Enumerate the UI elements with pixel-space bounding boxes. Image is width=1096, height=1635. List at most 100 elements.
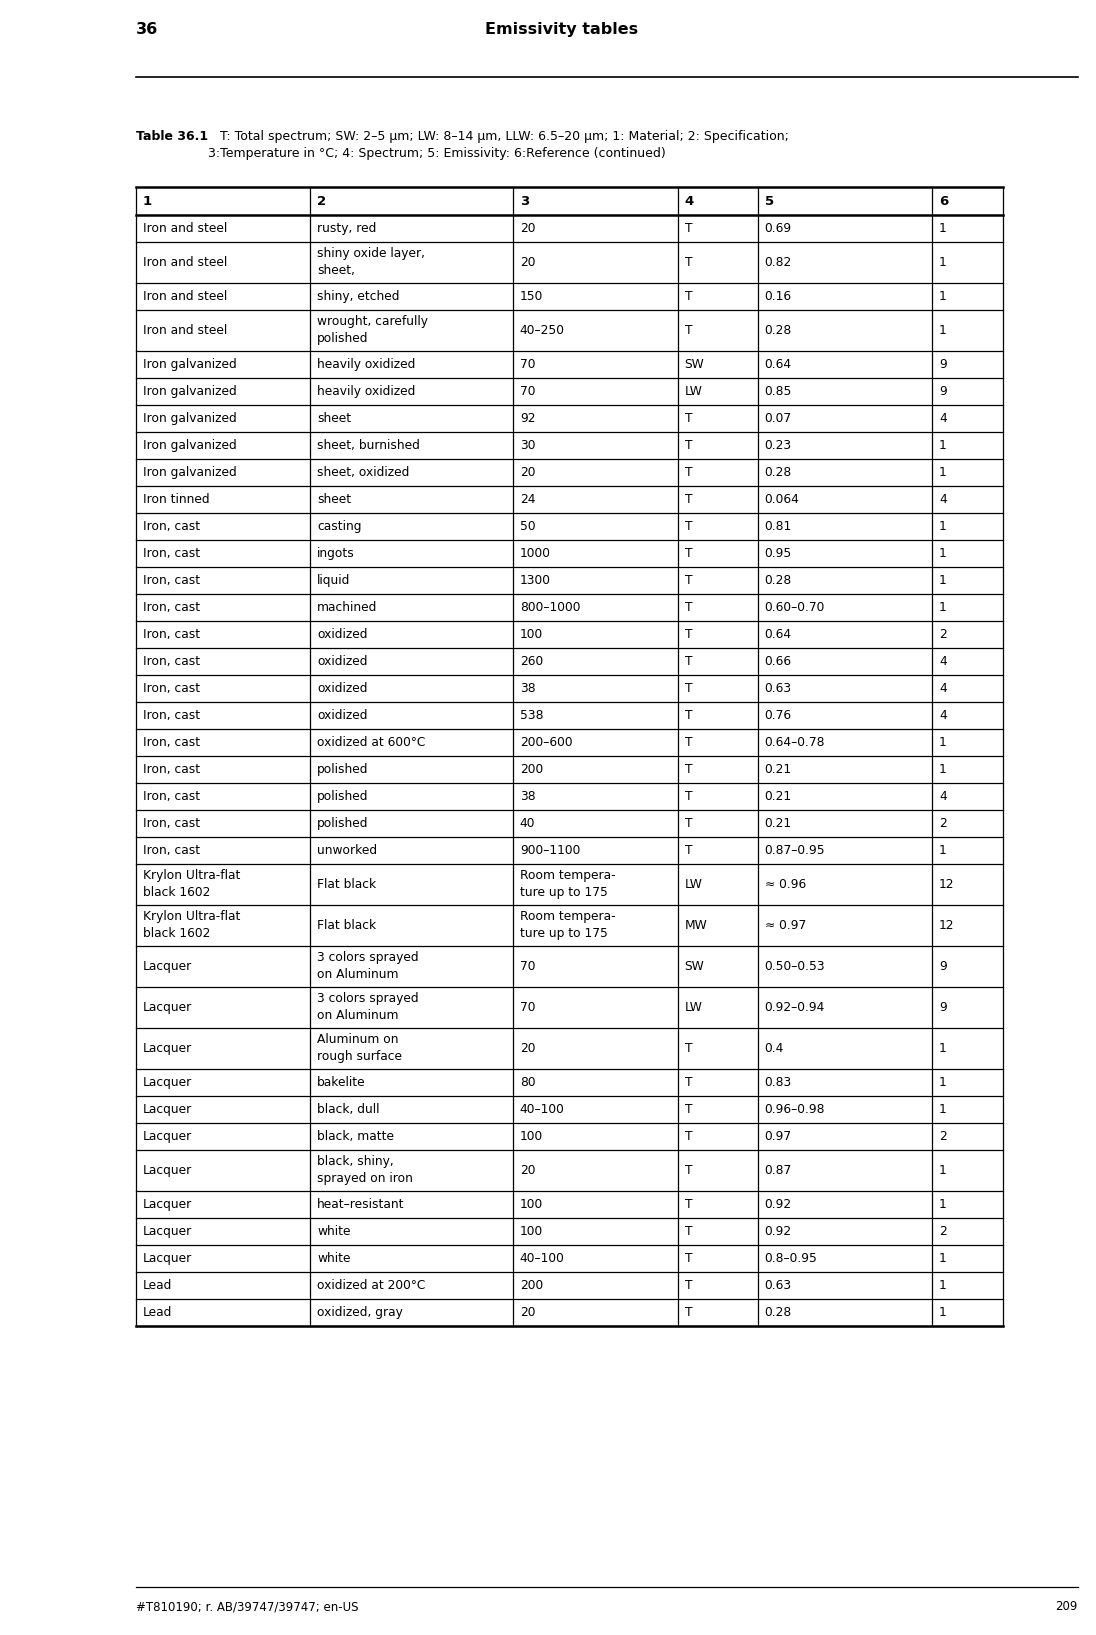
Text: 40–250: 40–250 (520, 324, 564, 337)
Text: 40–100: 40–100 (520, 1104, 564, 1117)
Text: 900–1100: 900–1100 (520, 844, 580, 857)
Text: 1: 1 (939, 520, 947, 533)
Text: 1: 1 (142, 195, 152, 208)
Text: Lacquer: Lacquer (142, 1164, 192, 1177)
Text: Lacquer: Lacquer (142, 1198, 192, 1212)
Text: Iron, cast: Iron, cast (142, 548, 201, 561)
Text: 0.21: 0.21 (765, 790, 791, 803)
Text: 0.4: 0.4 (765, 1041, 784, 1055)
Text: Lacquer: Lacquer (142, 1104, 192, 1117)
Text: T: T (685, 574, 693, 587)
Text: 0.28: 0.28 (765, 324, 792, 337)
Text: 6: 6 (939, 195, 948, 208)
Text: Lead: Lead (142, 1306, 172, 1319)
Text: T: T (685, 1104, 693, 1117)
Text: 0.60–0.70: 0.60–0.70 (765, 602, 825, 615)
Text: 0.85: 0.85 (765, 384, 792, 397)
Text: T: T (685, 736, 693, 749)
Text: 1: 1 (939, 1306, 947, 1319)
Text: 0.81: 0.81 (765, 520, 792, 533)
Text: oxidized: oxidized (317, 682, 368, 695)
Text: heavily oxidized: heavily oxidized (317, 384, 415, 397)
Text: Lacquer: Lacquer (142, 1225, 192, 1238)
Text: ingots: ingots (317, 548, 355, 561)
Text: Emissivity tables: Emissivity tables (484, 21, 638, 38)
Text: 0.76: 0.76 (765, 710, 791, 723)
Text: 2: 2 (317, 195, 327, 208)
Text: oxidized: oxidized (317, 710, 368, 723)
Text: T: T (685, 764, 693, 777)
Text: T: T (685, 710, 693, 723)
Text: Iron, cast: Iron, cast (142, 818, 201, 831)
Text: 100: 100 (520, 628, 543, 641)
Text: 3 colors sprayed
on Aluminum: 3 colors sprayed on Aluminum (317, 952, 419, 981)
Text: T: T (685, 466, 693, 479)
Text: 260: 260 (520, 656, 543, 669)
Text: Iron, cast: Iron, cast (142, 844, 201, 857)
Text: 150: 150 (520, 289, 544, 302)
Text: LW: LW (685, 878, 703, 891)
Text: Iron galvanized: Iron galvanized (142, 358, 237, 371)
Text: 0.69: 0.69 (765, 222, 791, 235)
Text: white: white (317, 1252, 351, 1265)
Text: 9: 9 (939, 1001, 947, 1014)
Text: 2: 2 (939, 1130, 947, 1143)
Text: 1: 1 (939, 222, 947, 235)
Text: 0.21: 0.21 (765, 818, 791, 831)
Text: heat–resistant: heat–resistant (317, 1198, 404, 1212)
Text: 0.28: 0.28 (765, 1306, 792, 1319)
Text: T: T (685, 1225, 693, 1238)
Text: Iron and steel: Iron and steel (142, 324, 227, 337)
Text: ≈ 0.96: ≈ 0.96 (765, 878, 806, 891)
Text: 20: 20 (520, 466, 535, 479)
Text: polished: polished (317, 818, 368, 831)
Text: 1: 1 (939, 1164, 947, 1177)
Text: ≈ 0.97: ≈ 0.97 (765, 919, 806, 932)
Text: Iron galvanized: Iron galvanized (142, 440, 237, 451)
Text: 3: 3 (520, 195, 529, 208)
Text: 4: 4 (939, 682, 947, 695)
Text: 1: 1 (939, 1279, 947, 1292)
Text: Iron galvanized: Iron galvanized (142, 412, 237, 425)
Text: T: T (685, 656, 693, 669)
Text: liquid: liquid (317, 574, 351, 587)
Text: 200: 200 (520, 1279, 543, 1292)
Text: 9: 9 (939, 358, 947, 371)
Text: 1: 1 (939, 466, 947, 479)
Text: 0.50–0.53: 0.50–0.53 (765, 960, 825, 973)
Text: SW: SW (685, 960, 705, 973)
Text: 3 colors sprayed
on Aluminum: 3 colors sprayed on Aluminum (317, 992, 419, 1022)
Text: 50: 50 (520, 520, 536, 533)
Text: sheet: sheet (317, 412, 352, 425)
Text: 1: 1 (939, 844, 947, 857)
Text: 4: 4 (939, 710, 947, 723)
Text: 1: 1 (939, 1076, 947, 1089)
Text: 0.87–0.95: 0.87–0.95 (765, 844, 825, 857)
Text: 0.28: 0.28 (765, 466, 792, 479)
Text: T: T (685, 494, 693, 505)
Text: T: T (685, 289, 693, 302)
Text: #T810190; r. AB/39747/39747; en-US: #T810190; r. AB/39747/39747; en-US (136, 1601, 358, 1614)
Text: Iron, cast: Iron, cast (142, 656, 201, 669)
Text: oxidized: oxidized (317, 628, 368, 641)
Text: 1: 1 (939, 440, 947, 451)
Text: Iron galvanized: Iron galvanized (142, 384, 237, 397)
Text: oxidized at 200°C: oxidized at 200°C (317, 1279, 425, 1292)
Text: Lacquer: Lacquer (142, 1001, 192, 1014)
Text: 0.28: 0.28 (765, 574, 792, 587)
Text: 5: 5 (765, 195, 774, 208)
Text: T: T (685, 412, 693, 425)
Text: 2: 2 (939, 818, 947, 831)
Text: Lacquer: Lacquer (142, 1041, 192, 1055)
Text: 1: 1 (939, 1252, 947, 1265)
Text: T: T (685, 1279, 693, 1292)
Text: Iron, cast: Iron, cast (142, 790, 201, 803)
Text: T: T (685, 548, 693, 561)
Text: Iron tinned: Iron tinned (142, 494, 209, 505)
Text: 0.63: 0.63 (765, 1279, 791, 1292)
Text: Iron galvanized: Iron galvanized (142, 466, 237, 479)
Text: oxidized at 600°C: oxidized at 600°C (317, 736, 425, 749)
Text: Iron, cast: Iron, cast (142, 520, 201, 533)
Text: 0.16: 0.16 (765, 289, 791, 302)
Text: white: white (317, 1225, 351, 1238)
